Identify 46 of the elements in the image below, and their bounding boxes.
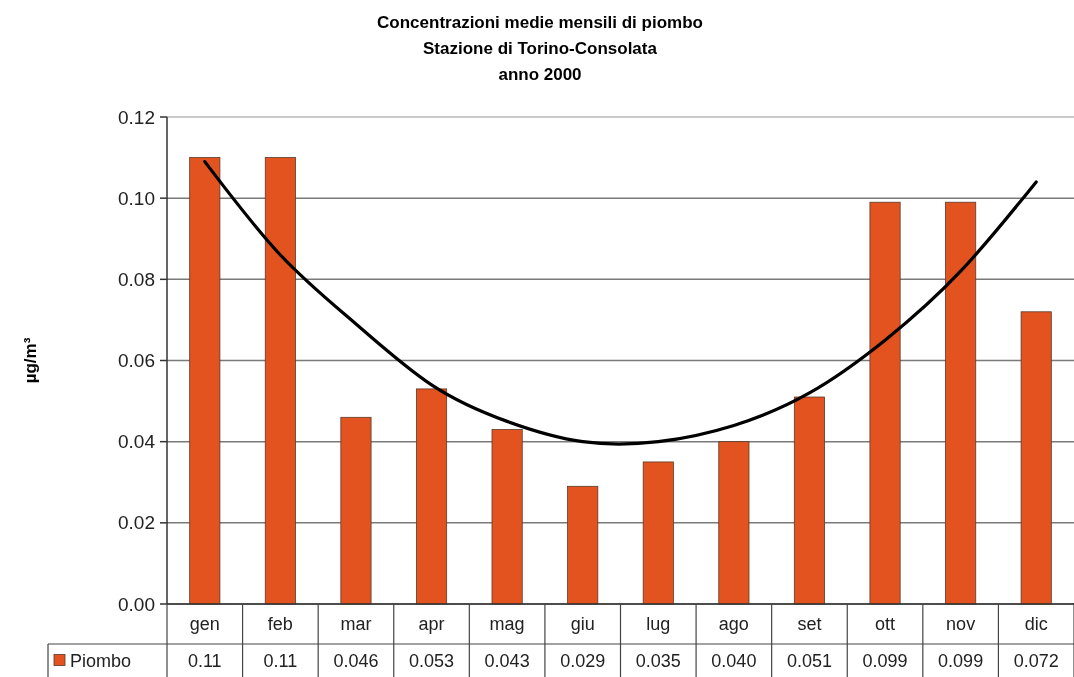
x-tick-label: mag (489, 614, 525, 635)
data-label: 0.053 (409, 650, 455, 671)
data-label: 0.043 (484, 650, 530, 671)
data-label: 0.072 (1013, 650, 1059, 671)
bar (416, 388, 448, 605)
bar (945, 201, 977, 605)
y-tick-label: 0.02 (118, 512, 155, 534)
bar (869, 201, 901, 605)
y-tick-label: 0.10 (118, 187, 155, 209)
x-tick-label: giu (570, 614, 595, 635)
x-tick-label: gen (189, 614, 220, 635)
bar (793, 396, 825, 605)
x-tick-label: apr (418, 614, 445, 635)
y-axis-title: µg/m³ (21, 337, 40, 384)
data-label: 0.051 (786, 650, 832, 671)
y-tick-label: 0.00 (118, 593, 155, 615)
data-label: 0.11 (187, 650, 222, 671)
bar (1020, 311, 1052, 605)
legend-label: Piombo (70, 650, 132, 671)
bar (189, 157, 221, 605)
x-tick-label: ago (718, 614, 749, 635)
chart-title: Concentrazioni medie mensili di piombo Stazione di Torino-Consolata anno 2000 (377, 13, 703, 84)
data-label: 0.046 (333, 650, 379, 671)
bar (718, 441, 750, 605)
data-label: 0.11 (263, 650, 298, 671)
y-tick-label: 0.06 (118, 350, 155, 372)
bar (491, 429, 523, 605)
bar (340, 416, 372, 605)
bar (642, 461, 674, 605)
x-tick-label: set (797, 614, 822, 635)
x-tick-label: mar (340, 614, 372, 635)
data-label: 0.035 (635, 650, 681, 671)
bar (264, 157, 296, 605)
bar (567, 485, 599, 605)
y-tick-label: 0.08 (118, 268, 155, 290)
y-tick-label: 0.12 (118, 106, 155, 128)
x-tick-label: nov (946, 614, 976, 635)
x-tick-label: dic (1024, 614, 1048, 635)
data-label: 0.099 (938, 650, 984, 671)
data-label: 0.029 (560, 650, 606, 671)
data-label: 0.040 (711, 650, 757, 671)
data-label: 0.099 (862, 650, 908, 671)
x-tick-label: feb (267, 614, 293, 635)
y-tick-label: 0.04 (118, 431, 156, 453)
x-tick-label: ott (875, 614, 896, 635)
x-tick-label: lug (646, 614, 671, 635)
